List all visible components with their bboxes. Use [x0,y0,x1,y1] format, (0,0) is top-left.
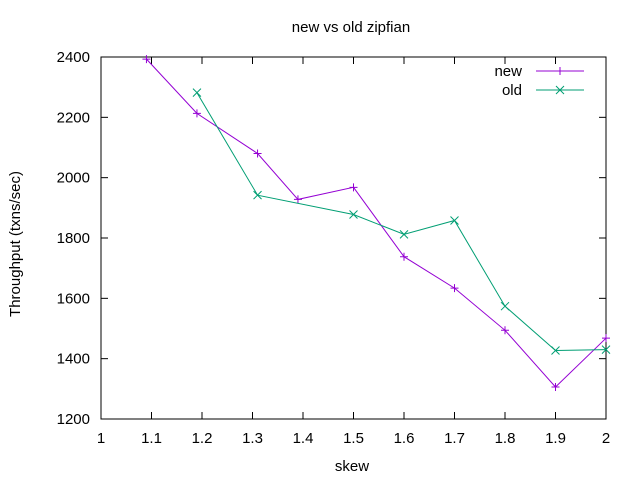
x-axis-label: skew [335,458,369,475]
x-tick-label: 1.7 [444,430,465,447]
y-tick-label: 1400 [57,351,90,368]
series-layer [142,55,611,392]
data-point-new [349,183,358,192]
legend-label-new: new [494,63,522,80]
y-axis-ticks: 1200 1400 1600 1800 2000 2200 2400 [57,49,606,428]
data-point-new [400,252,408,261]
data-point-new [142,55,151,64]
plot-frame [100,56,607,420]
x-tick-label: 1.4 [293,430,314,447]
data-point-new [293,195,302,204]
chart-title: new vs old zipfian [292,19,410,36]
x-tick-label: 1.3 [242,430,263,447]
legend-marker-new [556,67,564,75]
series-line-new [146,58,607,388]
data-point-old [500,301,510,311]
series-new [142,55,610,392]
y-tick-label: 1800 [57,230,90,247]
x-tick-label: 1.9 [545,430,566,447]
data-point-old [601,345,611,354]
y-tick-label: 1200 [57,411,90,428]
x-tick-label: 1 [97,430,105,447]
series-old [192,88,611,355]
data-point-old [399,230,409,239]
series-line-old [196,92,607,352]
y-tick-label: 1600 [57,290,90,307]
data-point-old [349,210,358,219]
data-point-new [551,383,560,392]
x-tick-label: 1.2 [192,430,213,447]
x-tick-label: 1.8 [495,430,516,447]
data-point-new [192,109,201,118]
data-point-old [192,88,202,97]
data-point-new [501,326,509,335]
data-point-old [450,216,459,225]
x-tick-label: 1.1 [141,430,162,447]
legend: new old [494,63,584,99]
legend-label-old: old [502,82,522,99]
y-axis-label: Throughput (txns/sec) [7,171,24,317]
y-tick-label: 2000 [57,170,90,187]
y-tick-label: 2400 [57,49,90,66]
y-tick-label: 2200 [57,109,90,126]
x-tick-label: 2 [602,430,610,447]
x-axis-ticks: 1 1.1 1.2 1.3 1.4 1.5 1.6 1.7 1.8 1.9 2 [97,57,610,447]
data-point-new [450,284,459,293]
data-point-new [253,149,262,158]
data-point-new [602,334,610,343]
data-point-old [551,346,560,355]
data-point-old [253,190,262,200]
x-tick-label: 1.6 [394,430,415,447]
x-tick-label: 1.5 [343,430,364,447]
legend-marker-old [555,85,565,95]
